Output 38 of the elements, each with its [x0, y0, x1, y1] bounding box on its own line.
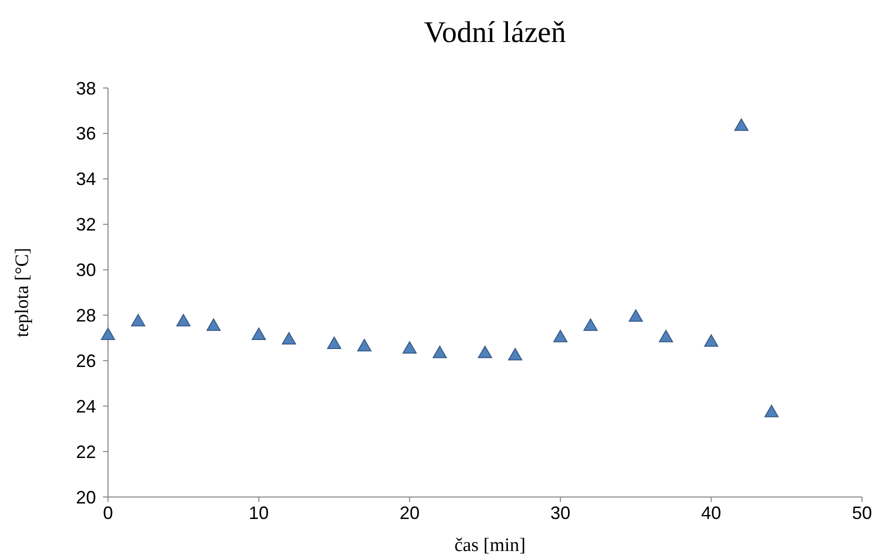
point — [327, 336, 342, 350]
x-tick-label: 30 — [550, 503, 570, 523]
y-tick-label: 36 — [76, 124, 96, 144]
y-tick-label: 26 — [76, 350, 96, 371]
point — [100, 328, 116, 340]
point — [252, 328, 266, 340]
y-tick-label: 34 — [76, 169, 96, 190]
point — [176, 314, 190, 326]
point — [658, 330, 674, 342]
point — [508, 348, 522, 360]
y-axis-title: teplota [°C] — [12, 248, 33, 338]
y-tick-label: 22 — [76, 442, 96, 462]
x-tick-label: 0 — [102, 503, 114, 523]
y-tick-label: 20 — [76, 487, 96, 508]
point — [764, 404, 779, 418]
point — [357, 338, 372, 352]
point — [734, 118, 748, 131]
x-tick-label: 10 — [248, 503, 269, 523]
chart-title: Vodní lázeň — [424, 16, 566, 49]
point — [131, 314, 146, 326]
point — [206, 318, 221, 331]
x-tick-label: 40 — [701, 503, 722, 523]
point — [583, 318, 598, 331]
y-tick-label: 32 — [76, 214, 96, 235]
point — [432, 346, 447, 358]
y-tick-label: 24 — [76, 396, 96, 416]
point — [704, 334, 718, 347]
y-tick-label: 28 — [76, 306, 96, 326]
x-tick-label: 50 — [852, 503, 872, 523]
point — [553, 330, 568, 342]
point — [402, 341, 417, 354]
x-tick-label: 20 — [400, 503, 420, 523]
y-tick-label: 38 — [76, 78, 96, 98]
point — [628, 309, 643, 322]
x-axis-title: čas [min] — [454, 535, 526, 556]
y-tick-label: 30 — [76, 260, 96, 280]
point — [478, 346, 492, 358]
point — [282, 332, 296, 345]
